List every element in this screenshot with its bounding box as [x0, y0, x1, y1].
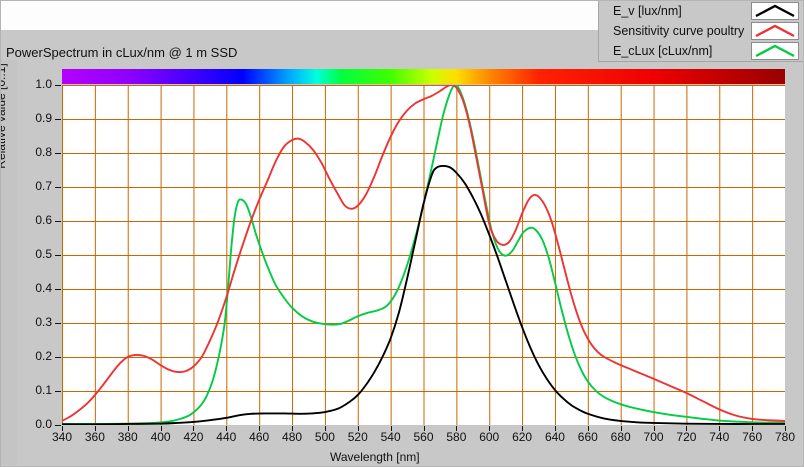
x-tick-label: 340: [51, 430, 73, 444]
x-tick-mark: [423, 426, 425, 431]
x-tick-mark: [489, 426, 491, 431]
x-tick-label: 620: [512, 430, 533, 444]
y-tick-label: 1.0: [35, 77, 52, 91]
x-tick-mark: [587, 426, 589, 431]
x-tick-mark: [390, 426, 392, 431]
series-line: [62, 85, 785, 425]
x-tick-mark: [719, 426, 721, 431]
y-tick-mark: [55, 391, 61, 392]
y-tick-mark: [55, 255, 61, 256]
x-tick-label: 520: [347, 430, 368, 444]
x-tick-label: 480: [282, 430, 303, 444]
y-tick-label: 0.2: [35, 349, 52, 363]
chart-legend: E_v [lux/nm] Sensitivity curve poultry E…: [598, 0, 804, 62]
y-tick-mark: [55, 425, 61, 426]
gridlines: [62, 85, 785, 425]
x-tick-label: 380: [117, 430, 138, 444]
x-tick-label: 680: [610, 430, 631, 444]
peak-line-icon: [751, 2, 799, 20]
x-tick-label: 540: [380, 430, 401, 444]
x-tick-mark: [785, 426, 786, 431]
legend-item-label: Sensitivity curve poultry: [613, 24, 745, 38]
left-gutter: [1, 60, 17, 465]
x-tick-mark: [226, 426, 228, 431]
x-tick-mark: [686, 426, 688, 431]
legend-item[interactable]: Sensitivity curve poultry: [599, 21, 804, 41]
series-line: [62, 164, 785, 425]
x-tick-mark: [554, 426, 556, 431]
y-tick-label: 0.7: [35, 179, 52, 193]
x-tick-label: 580: [446, 430, 467, 444]
x-tick-mark: [620, 426, 622, 431]
y-tick-label: 0.9: [35, 111, 52, 125]
legend-item[interactable]: E_cLux [cLux/nm]: [599, 41, 804, 61]
x-tick-mark: [94, 426, 96, 431]
x-tick-mark: [193, 426, 195, 431]
legend-item[interactable]: E_v [lux/nm]: [599, 1, 804, 21]
x-tick-mark: [292, 426, 294, 431]
x-tick-label: 400: [150, 430, 171, 444]
x-tick-label: 780: [774, 430, 796, 444]
x-tick-mark: [456, 426, 458, 431]
x-tick-mark: [259, 426, 261, 431]
y-tick-mark: [55, 357, 61, 358]
x-tick-label: 460: [249, 430, 270, 444]
x-tick-label: 560: [413, 430, 434, 444]
y-tick-mark: [55, 187, 61, 188]
series-curves: [62, 85, 785, 425]
x-tick-label: 360: [84, 430, 105, 444]
y-tick-mark: [55, 221, 61, 222]
x-tick-label: 660: [577, 430, 598, 444]
series-line: [62, 85, 785, 422]
y-tick-label: 0.0: [35, 417, 52, 431]
x-tick-label: 700: [643, 430, 664, 444]
y-tick-label: 0.5: [35, 247, 52, 261]
y-tick-label: 0.3: [35, 315, 52, 329]
x-tick-label: 500: [314, 430, 335, 444]
y-tick-label: 0.8: [35, 145, 52, 159]
x-axis-title: Wavelength [nm]: [330, 450, 420, 464]
x-tick-mark: [324, 426, 326, 431]
y-tick-mark: [55, 153, 61, 154]
x-tick-label: 740: [709, 430, 730, 444]
page-title: PowerSpectrum in cLux/nm @ 1 m SSD: [6, 45, 238, 60]
x-tick-mark: [653, 426, 655, 431]
y-tick-label: 0.4: [35, 281, 52, 295]
plot-area: [62, 85, 785, 425]
y-axis-title: Relative value [0..1]: [0, 63, 8, 169]
x-tick-mark: [62, 426, 63, 431]
y-tick-label: 0.1: [35, 383, 52, 397]
peak-line-icon: [751, 22, 799, 40]
x-tick-mark: [522, 426, 524, 431]
x-tick-label: 640: [544, 430, 565, 444]
y-tick-mark: [55, 323, 61, 324]
legend-item-label: E_v [lux/nm]: [613, 4, 682, 18]
x-tick-label: 760: [742, 430, 763, 444]
x-tick-mark: [127, 426, 129, 431]
x-tick-mark: [357, 426, 359, 431]
y-tick-mark: [55, 289, 61, 290]
spectrum-color-bar: [62, 69, 785, 84]
legend-item-label: E_cLux [cLux/nm]: [613, 44, 713, 58]
x-tick-label: 420: [183, 430, 204, 444]
peak-line-icon: [751, 42, 799, 60]
x-tick-mark: [160, 426, 162, 431]
x-tick-label: 600: [479, 430, 500, 444]
x-tick-mark: [752, 426, 754, 431]
y-tick-mark: [55, 85, 61, 86]
y-tick-label: 0.6: [35, 213, 52, 227]
x-tick-label: 720: [676, 430, 697, 444]
x-tick-label: 440: [216, 430, 237, 444]
y-tick-mark: [55, 119, 61, 120]
